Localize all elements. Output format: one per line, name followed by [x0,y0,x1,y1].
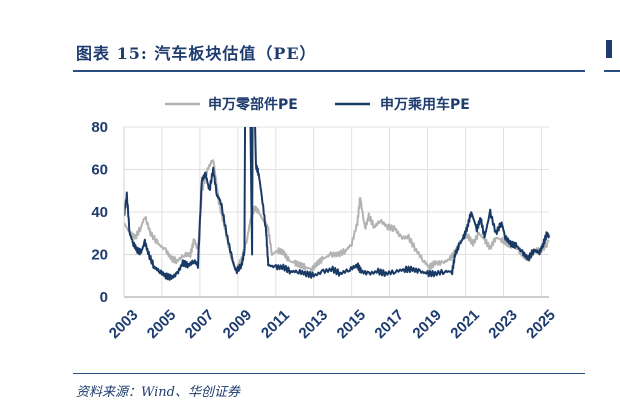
y-tick-label: 60 [91,162,108,179]
x-tick-label: 2009 [220,306,256,342]
legend: 申万零部件PE 申万乘用车PE [165,96,470,113]
x-tick-label: 2003 [106,306,142,342]
legend-label-vehicles: 申万乘用车PE [380,96,470,113]
source-divider [73,373,585,374]
x-tick-label: 2005 [144,306,180,342]
legend-label-parts: 申万零部件PE [208,96,298,113]
y-tick-label: 80 [91,119,108,136]
x-tick-label: 2017 [371,306,407,342]
series-line-parts-pe [124,159,550,274]
x-tick-label: 2007 [182,306,218,342]
y-tick-label: 40 [91,204,108,221]
adjacent-title-edge [606,40,612,58]
series-line-vehicles-pe [124,127,550,281]
title-divider [73,70,585,72]
x-tick-label: 2011 [258,307,293,342]
x-tick-label: 2025 [523,306,559,342]
x-tick-label: 2015 [334,306,370,342]
y-tick-label: 20 [91,247,108,264]
y-tick-label: 0 [100,289,108,306]
chart-title: 图表 15: 汽车板块估值（PE） [76,44,317,63]
x-tick-label: 2021 [447,306,483,342]
x-tick-label: 2013 [296,306,332,342]
x-tick-label: 2019 [409,306,445,342]
x-tick-label: 2023 [485,306,521,342]
source-note: 资料来源：Wind、华创证券 [76,385,240,400]
adjacent-divider [604,70,620,72]
